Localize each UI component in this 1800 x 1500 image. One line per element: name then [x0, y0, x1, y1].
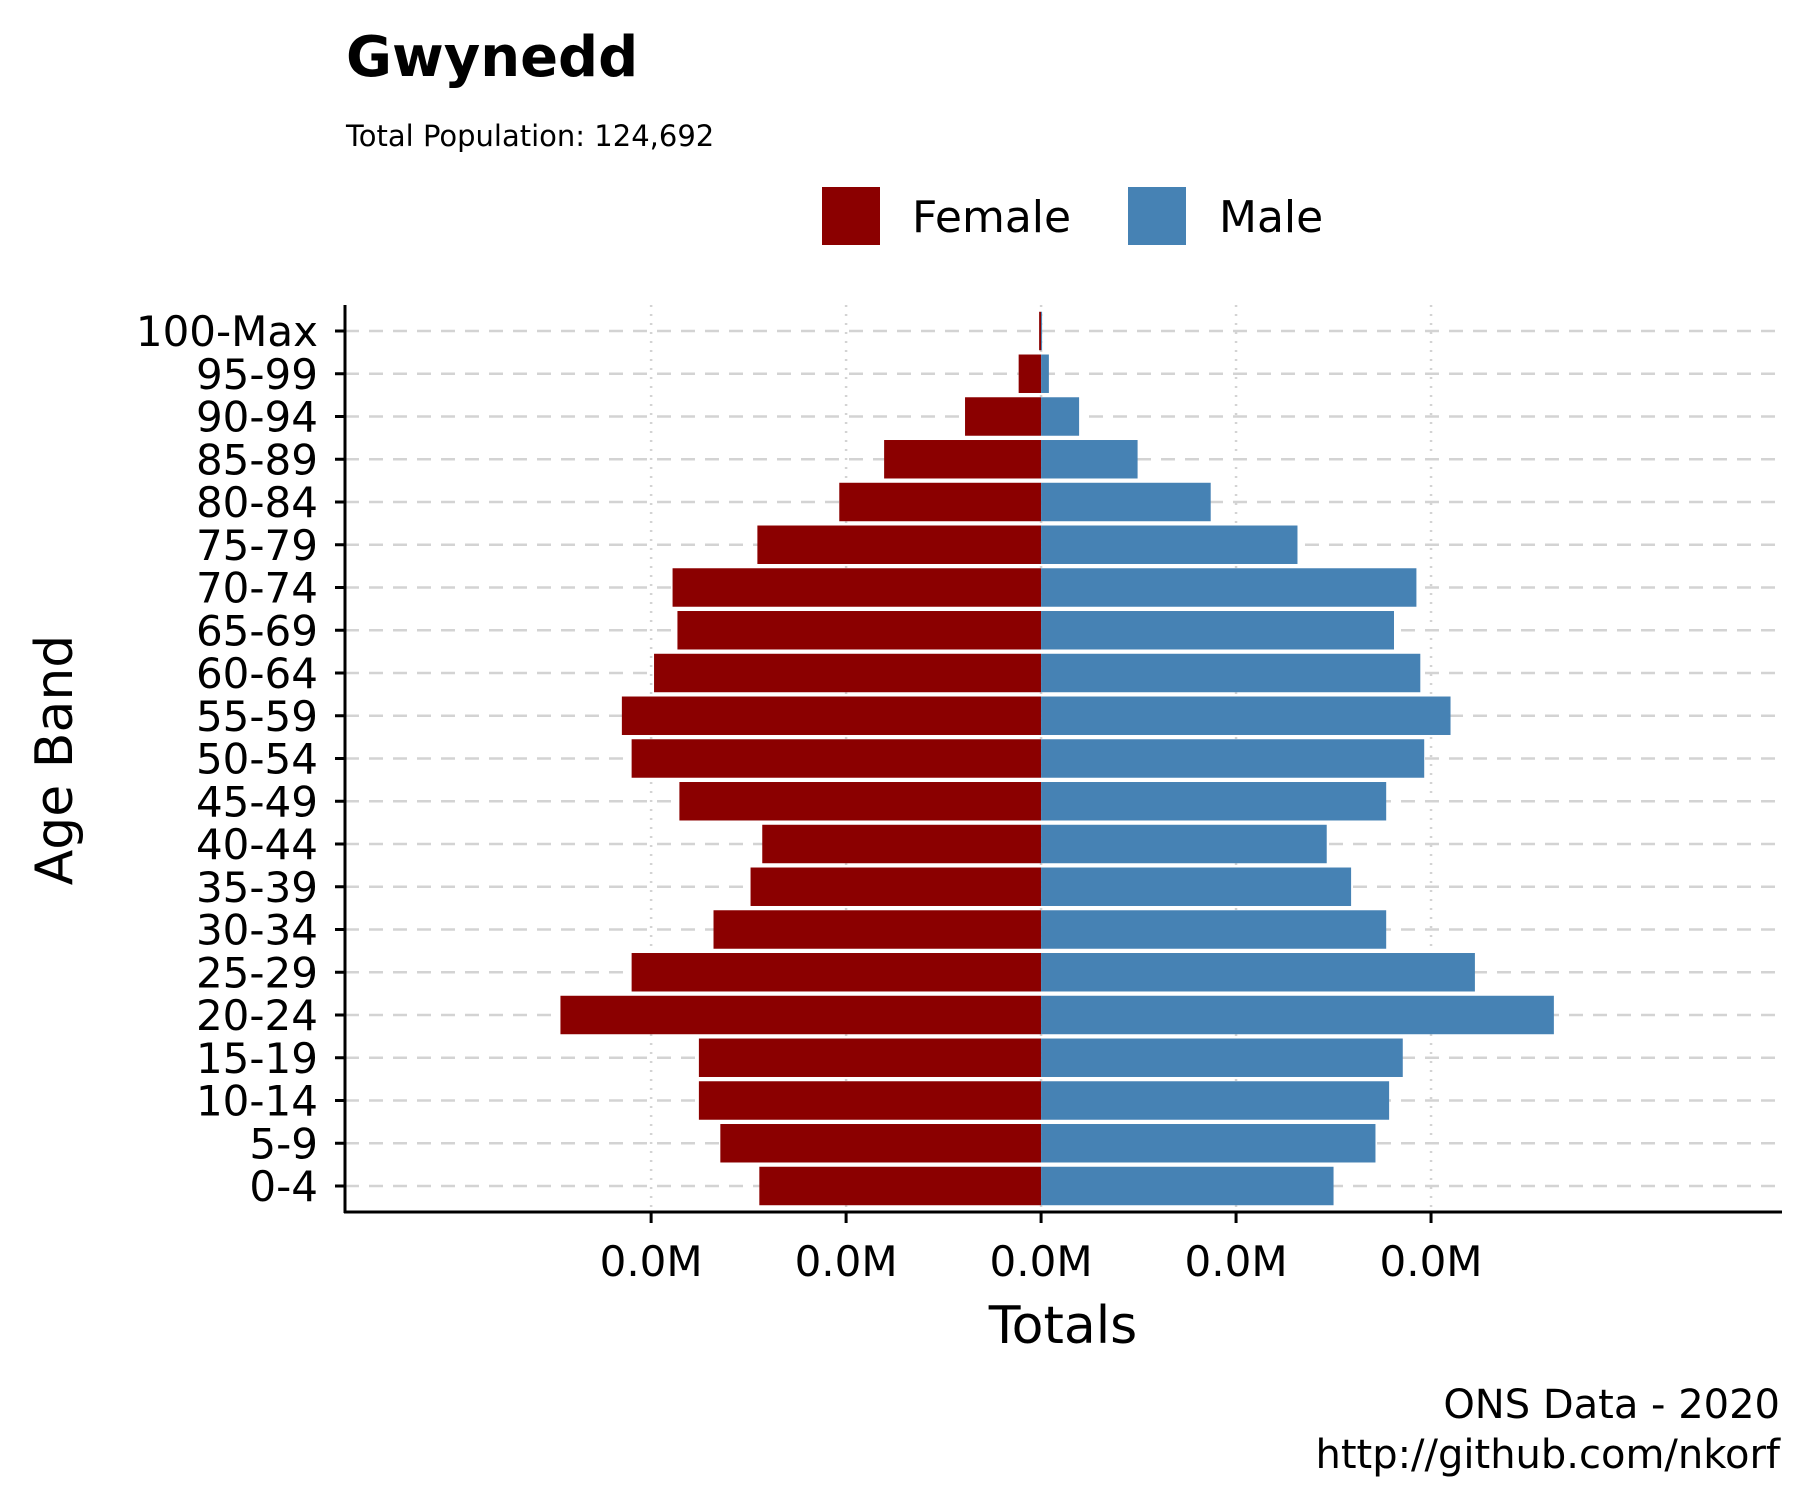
x-tick-label-0: 0.0M	[600, 1237, 703, 1286]
y-axis-title: Age Band	[25, 635, 85, 886]
bar-male-50-54	[1041, 739, 1425, 778]
bar-male-45-49	[1041, 782, 1387, 821]
bar-female-15-19	[698, 1038, 1042, 1077]
bar-female-75-79	[757, 525, 1042, 564]
bar-male-95-99	[1041, 354, 1049, 393]
bar-male-55-59	[1041, 696, 1451, 735]
y-tick-label-10-14: 10-14	[196, 1077, 318, 1126]
bar-female-95-99	[1018, 354, 1042, 393]
bar-female-35-39	[750, 867, 1042, 906]
legend: Female Male	[822, 187, 1323, 245]
bar-male-60-64	[1041, 653, 1421, 693]
y-tick-label-80-84: 80-84	[196, 478, 318, 527]
bar-male-0-4	[1041, 1166, 1334, 1206]
chart-subtitle: Total Population: 124,692	[345, 119, 714, 153]
y-tick-label-70-74: 70-74	[196, 564, 318, 613]
bar-female-10-14	[698, 1081, 1042, 1120]
y-tick-label-0-4: 0-4	[249, 1162, 318, 1211]
bar-female-80-84	[839, 482, 1042, 522]
y-tick-label-5-9: 5-9	[249, 1119, 318, 1168]
x-tick-label-2: 0.0M	[990, 1237, 1093, 1286]
bar-female-100-Max	[1039, 311, 1042, 351]
bar-male-85-89	[1041, 440, 1138, 479]
bar-male-40-44	[1041, 824, 1327, 864]
bar-male-75-79	[1041, 525, 1298, 564]
y-tick-label-20-24: 20-24	[196, 991, 318, 1040]
bar-female-40-44	[762, 824, 1042, 864]
x-axis-ticks: 0.0M 0.0M 0.0M 0.0M 0.0M	[600, 1212, 1483, 1286]
bar-female-50-54	[631, 739, 1042, 778]
bar-male-25-29	[1041, 953, 1475, 992]
bar-female-30-34	[713, 910, 1042, 949]
legend-female-label: Female	[912, 192, 1071, 243]
y-axis-ticks: 0-45-910-1415-1920-2425-2930-3435-3940-4…	[136, 307, 345, 1211]
y-tick-label-100-Max: 100-Max	[136, 307, 318, 356]
y-tick-label-85-89: 85-89	[196, 435, 318, 484]
y-tick-label-65-69: 65-69	[196, 606, 318, 655]
bar-female-55-59	[621, 696, 1042, 735]
bar-male-15-19	[1041, 1038, 1403, 1077]
bar-male-90-94	[1041, 397, 1080, 436]
bar-male-5-9	[1041, 1124, 1376, 1163]
y-tick-label-95-99: 95-99	[196, 350, 318, 399]
bar-female-60-64	[654, 653, 1042, 693]
x-tick-label-3: 0.0M	[1185, 1237, 1288, 1286]
bar-male-30-34	[1041, 910, 1387, 949]
y-tick-label-35-39: 35-39	[196, 863, 318, 912]
bar-male-80-84	[1041, 482, 1211, 522]
bar-male-20-24	[1041, 995, 1554, 1035]
bar-male-70-74	[1041, 568, 1417, 607]
bar-female-90-94	[965, 397, 1042, 436]
y-tick-label-50-54: 50-54	[196, 735, 318, 784]
chart-title: Gwynedd	[346, 25, 638, 90]
bar-female-25-29	[631, 953, 1042, 992]
legend-female-swatch	[822, 187, 880, 245]
bar-female-65-69	[677, 611, 1042, 650]
x-tick-label-4: 0.0M	[1380, 1237, 1483, 1286]
bar-male-65-69	[1041, 611, 1394, 650]
y-tick-label-15-19: 15-19	[196, 1034, 318, 1083]
x-axis-title: Totals	[988, 1296, 1138, 1356]
y-tick-label-60-64: 60-64	[196, 649, 318, 698]
legend-male-label: Male	[1219, 192, 1323, 243]
bar-female-45-49	[679, 782, 1042, 821]
legend-male-swatch	[1128, 187, 1186, 245]
bar-male-35-39	[1041, 867, 1352, 906]
y-tick-label-25-29: 25-29	[196, 948, 318, 997]
bar-female-0-4	[759, 1166, 1042, 1206]
y-tick-label-90-94: 90-94	[196, 393, 318, 442]
x-tick-label-1: 0.0M	[795, 1237, 898, 1286]
y-tick-label-75-79: 75-79	[196, 521, 318, 570]
y-tick-label-45-49: 45-49	[196, 777, 318, 826]
bar-male-100-Max	[1041, 311, 1043, 351]
y-tick-label-55-59: 55-59	[196, 692, 318, 741]
y-tick-label-30-34: 30-34	[196, 906, 318, 955]
bar-male-10-14	[1041, 1081, 1390, 1120]
caption-source: ONS Data - 2020	[1443, 1382, 1780, 1428]
bar-female-20-24	[560, 995, 1042, 1035]
bar-female-70-74	[672, 568, 1042, 607]
bars	[560, 311, 1554, 1206]
caption-url: http://github.com/nkorf	[1315, 1432, 1780, 1478]
y-tick-label-40-44: 40-44	[196, 820, 318, 869]
bar-female-85-89	[884, 440, 1042, 479]
bar-female-5-9	[720, 1124, 1042, 1163]
